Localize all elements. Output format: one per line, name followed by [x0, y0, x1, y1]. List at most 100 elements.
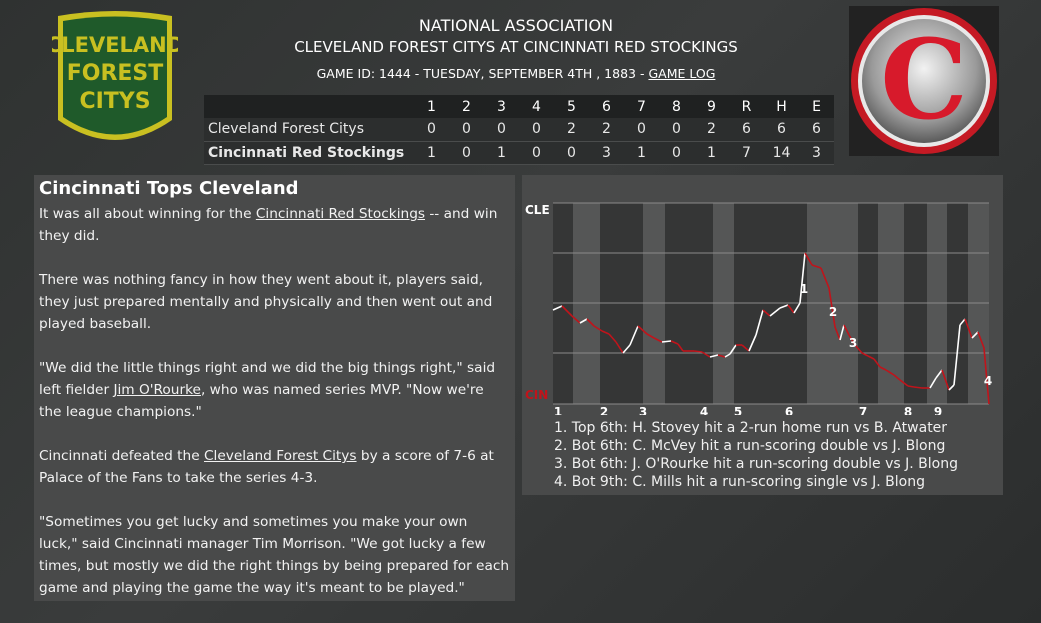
probability-segment — [593, 325, 603, 332]
runs-cell: 7 — [742, 144, 751, 161]
away-team-link[interactable]: Cleveland Forest Citys — [204, 448, 357, 464]
probability-segment — [929, 377, 937, 389]
probability-segment — [820, 267, 830, 289]
game-log-link[interactable]: GAME LOG — [648, 66, 716, 81]
score-cell: 0 — [672, 121, 681, 138]
probability-segment — [964, 318, 973, 339]
col-header: 5 — [567, 98, 576, 115]
runs-cell: 6 — [742, 121, 751, 138]
col-header: 9 — [707, 98, 716, 115]
story-paragraph: "Sometimes you get lucky and sometimes y… — [39, 514, 510, 596]
probability-segment — [622, 344, 631, 354]
probability-segment — [953, 324, 961, 386]
probability-segment — [779, 304, 789, 309]
probability-segment — [748, 334, 757, 352]
probability-segment — [873, 358, 881, 368]
away-logo-line2: FOREST — [67, 61, 164, 86]
probability-segment — [893, 374, 901, 381]
probability-segment — [729, 344, 737, 355]
probability-segment — [861, 352, 869, 357]
home-logo-letter: C — [880, 15, 968, 144]
col-header: 4 — [532, 98, 541, 115]
game-story: Cincinnati Tops Cleveland It was all abo… — [34, 175, 515, 601]
inning-label: 9 — [934, 405, 942, 415]
win-probability-chart: CLE CIN 1 2 3 4 1 2 3 4 5 6 7 8 9 — [525, 202, 992, 415]
inning-labels: 1 2 3 4 5 6 7 8 9 — [554, 405, 942, 415]
inning-label: 6 — [785, 405, 793, 415]
probability-segment — [804, 252, 813, 266]
player-link[interactable]: Jim O'Rourke — [113, 382, 201, 398]
story-text: , who was named series MVP. "Now we're t… — [39, 382, 484, 420]
probability-segment — [709, 354, 719, 358]
probability-segment — [811, 264, 822, 269]
probability-segment — [762, 309, 771, 317]
inning-label: 5 — [734, 405, 742, 415]
story-text: It was all about winning for the — [39, 206, 256, 222]
col-header: 3 — [497, 98, 506, 115]
event-marker: 3 — [849, 336, 857, 350]
probability-segment — [629, 325, 639, 346]
probability-segment — [834, 326, 841, 341]
score-cell: 0 — [532, 144, 541, 161]
probability-segment — [839, 324, 845, 341]
score-cell: 0 — [462, 144, 471, 161]
probability-segment — [828, 287, 836, 328]
probability-segment — [959, 318, 966, 326]
score-cell: 3 — [602, 144, 611, 161]
inning-label: 1 — [554, 405, 562, 415]
game-meta: GAME ID: 1444 - TUESDAY, SEPTEMBER 4TH ,… — [200, 64, 832, 84]
probability-segment — [661, 340, 672, 343]
probability-segment — [615, 341, 624, 354]
probability-segment — [948, 384, 955, 391]
team-column-header — [204, 95, 414, 118]
event-marker: 2 — [829, 305, 837, 319]
probability-segment — [769, 307, 781, 317]
score-cell: 1 — [427, 144, 436, 161]
probability-segment — [670, 340, 679, 345]
probability-segment — [755, 309, 764, 336]
score-cell: 2 — [602, 121, 611, 138]
team-name[interactable]: Cleveland Forest Citys — [208, 121, 365, 138]
probability-segment — [879, 366, 887, 371]
col-header: 7 — [637, 98, 646, 115]
probability-segment — [693, 350, 703, 353]
probability-segment — [843, 324, 850, 336]
probability-segment — [899, 379, 909, 387]
team-name[interactable]: Cincinnati Red Stockings — [208, 144, 405, 161]
inning-label: 7 — [859, 405, 867, 415]
col-header: R — [741, 98, 752, 115]
probability-segment — [941, 369, 950, 391]
score-cell: 1 — [637, 144, 646, 161]
score-cell: 1 — [707, 144, 716, 161]
probability-segment — [637, 325, 648, 335]
probability-segment — [983, 347, 990, 405]
probability-segment — [741, 344, 750, 352]
probability-segment — [724, 353, 731, 358]
game-meta-text: GAME ID: 1444 - TUESDAY, SEPTEMBER 4TH ,… — [316, 66, 649, 81]
probability-segment — [586, 318, 595, 327]
win-probability-panel: CLE CIN 1 2 3 4 1 2 3 4 5 6 7 8 9 1. Top… — [522, 175, 1003, 495]
table-row: Cincinnati Red Stockings 1 0 1 0 0 3 1 0… — [204, 141, 834, 164]
probability-segment — [977, 331, 985, 349]
col-header: 1 — [427, 98, 436, 115]
away-logo-line1: CLEVELAND — [52, 33, 178, 57]
league-name: NATIONAL ASSOCIATION — [418, 16, 614, 35]
col-header: 8 — [672, 98, 681, 115]
probability-segment — [646, 333, 655, 339]
probability-segment — [848, 334, 856, 346]
score-cell: 1 — [497, 144, 506, 161]
story-text: "We did the little things right and we d… — [39, 360, 496, 398]
probability-line — [552, 252, 990, 405]
probability-segment — [601, 330, 610, 335]
inning-label: 3 — [639, 405, 647, 415]
event-note: 1. Top 6th: H. Stovey hit a 2-run home r… — [554, 420, 948, 436]
home-team-link[interactable]: Cincinnati Red Stockings — [255, 206, 426, 222]
story-paragraph: Cincinnati defeated the Cleveland Forest… — [39, 445, 510, 489]
event-note: 2. Bot 6th: C. McVey hit a run-scoring d… — [554, 438, 946, 454]
story-paragraph: It was all about winning for the Cincinn… — [39, 203, 510, 247]
probability-segment — [677, 343, 684, 352]
story-paragraph: There was nothing fancy in how they went… — [39, 272, 493, 332]
linescore-table: 1 2 3 4 5 6 7 8 9 R H E Cleveland Forest… — [204, 95, 834, 165]
table-row: Cleveland Forest Citys 0 0 0 0 2 2 0 0 2… — [204, 118, 834, 141]
story-text: by a score of 7-6 at Palace of the Fans … — [39, 448, 494, 486]
